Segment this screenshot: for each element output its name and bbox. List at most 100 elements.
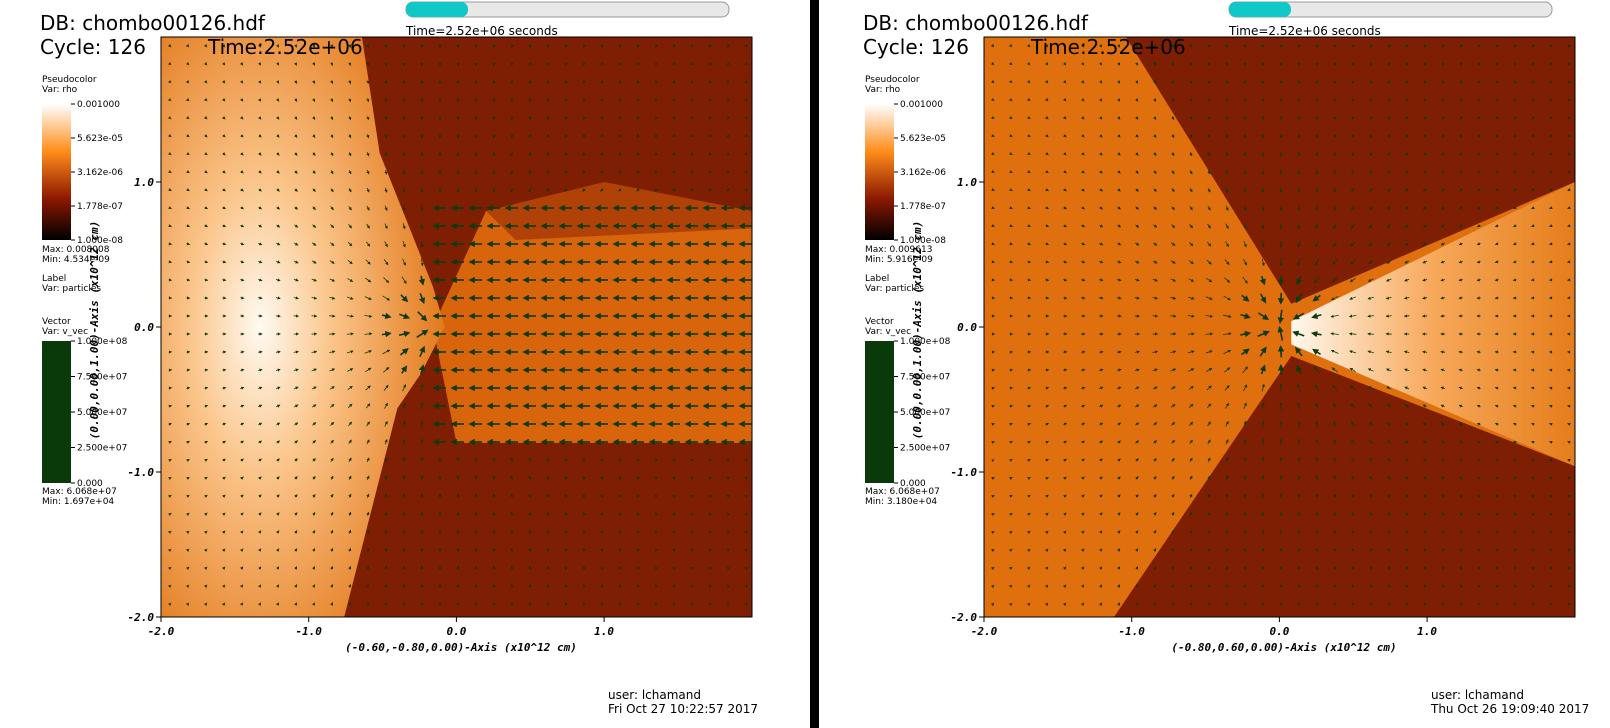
vector-arrow (583, 602, 586, 606)
vector-arrow (330, 80, 334, 85)
vector-arrow (492, 565, 496, 570)
vector-arrow (618, 458, 622, 462)
vector-arrow (565, 62, 568, 66)
vector-arrow (420, 258, 424, 267)
vector-arrow (258, 152, 262, 156)
vector-arrow (346, 350, 354, 354)
y-axis-label: (0.00,0.00,1.00)-Axis (x10^12 cm) (911, 221, 924, 440)
vector-arrow (636, 170, 640, 174)
vector-arrow (186, 224, 191, 228)
vector-arrow (168, 133, 172, 138)
vector-arrow (654, 98, 658, 102)
vector-arrow (294, 170, 298, 174)
vector-arrow (294, 62, 297, 66)
vector-arrow (654, 61, 659, 66)
vector-arrow (312, 584, 315, 588)
vector-arrow (1530, 278, 1535, 282)
vector-arrow (311, 404, 317, 408)
vector-arrow (240, 98, 244, 102)
vector-arrow (258, 260, 263, 264)
vector-arrow (186, 170, 190, 174)
vector-arrow (636, 116, 640, 120)
legend-min: Min: 3.180e+04 (865, 497, 937, 507)
legend-max: Max: 6.068e+07 (42, 487, 117, 497)
vector-arrow (600, 566, 604, 570)
vector-arrow (366, 116, 370, 121)
vector-arrow (654, 188, 658, 192)
vector-arrow (294, 188, 298, 192)
vector-arrow (474, 529, 478, 534)
vector-arrow (384, 529, 388, 534)
vector-arrow (456, 475, 460, 481)
vector-arrow (348, 44, 352, 48)
vector-arrow (366, 565, 370, 570)
vector-arrow (492, 457, 496, 463)
vector-arrow (329, 260, 335, 264)
vector-arrow (275, 296, 281, 300)
vector-arrow (672, 458, 676, 462)
vector-arrow (654, 79, 659, 84)
vector-arrow (384, 438, 388, 445)
cycle-label: Cycle: 126 (40, 35, 146, 59)
vector-arrow (293, 296, 299, 300)
vector-arrow (222, 476, 226, 480)
vector-arrow (690, 97, 695, 102)
vector-arrow (618, 134, 622, 138)
vector-arrow (384, 402, 388, 409)
vector-arrow (294, 494, 298, 498)
vector-arrow (168, 422, 172, 426)
vector-arrow (366, 583, 370, 588)
vector-arrow (654, 170, 658, 174)
vector-arrow (329, 278, 336, 282)
date-label: Thu Oct 26 19:09:40 2017 (1430, 702, 1589, 716)
vector-arrow (365, 367, 372, 373)
vector-arrow (672, 494, 676, 498)
vector-arrow (366, 421, 370, 427)
vector-arrow (618, 152, 622, 156)
vector-arrow (546, 170, 550, 175)
vector-arrow (222, 404, 227, 408)
vector-arrow (546, 98, 550, 102)
time-slider-label: Time=2.52e+06 seconds (1228, 24, 1381, 38)
vector-arrow (203, 584, 208, 589)
vector-arrow (276, 242, 281, 246)
database-label: DB: chombo00126.hdf (863, 11, 1089, 35)
vector-arrow (168, 242, 173, 246)
vector-arrow (276, 548, 280, 552)
vector-arrow (167, 79, 172, 84)
vector-arrow (330, 62, 334, 66)
vector-arrow (258, 134, 262, 138)
vector-arrow (400, 365, 408, 374)
vector-arrow (365, 259, 371, 265)
vector-arrow (564, 494, 568, 498)
vector-arrow (384, 457, 388, 463)
vector-arrow (348, 529, 352, 534)
vector-arrow (329, 314, 336, 318)
vector-arrow (312, 224, 317, 228)
vector-arrow (1548, 386, 1553, 390)
vector-arrow (330, 475, 334, 480)
vector-arrow (654, 566, 659, 570)
vector-arrow (402, 511, 406, 516)
vector-arrow (474, 493, 478, 498)
vector-arrow (618, 80, 622, 84)
vector-arrow (258, 422, 263, 426)
vector-arrow (690, 61, 695, 66)
vector-arrow (528, 583, 532, 588)
legend-var: Var: rho (42, 85, 78, 95)
vector-arrow (600, 134, 604, 138)
vector-arrow (330, 547, 334, 552)
vector-arrow (636, 80, 641, 84)
vector-arrow (312, 566, 315, 570)
vector-arrow (366, 134, 370, 139)
legend-tick-label: 0.001000 (77, 100, 120, 110)
vector-arrow (600, 152, 604, 156)
vector-arrow (510, 62, 514, 67)
vector-arrow (528, 188, 532, 193)
vector-arrow (240, 116, 244, 120)
vector-arrow (204, 440, 208, 444)
vector-arrow (276, 224, 281, 228)
vector-arrow (294, 134, 298, 138)
